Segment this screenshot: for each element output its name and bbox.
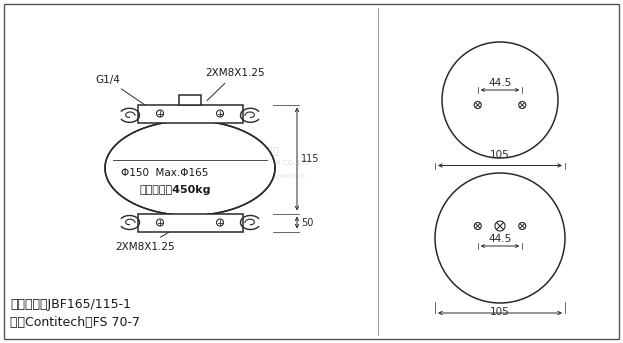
Circle shape (519, 102, 526, 108)
Circle shape (474, 102, 481, 108)
Circle shape (435, 173, 565, 303)
Circle shape (156, 110, 163, 117)
Text: 2XM8X1.25: 2XM8X1.25 (115, 230, 175, 251)
Circle shape (217, 110, 224, 117)
Text: 上海松夏减震器有限公司: 上海松夏减震器有限公司 (211, 145, 279, 155)
Text: 44.5: 44.5 (488, 234, 511, 244)
Polygon shape (179, 95, 201, 105)
Text: 产品型号：JBF165/115-1: 产品型号：JBF165/115-1 (10, 298, 131, 311)
Circle shape (519, 223, 526, 229)
Circle shape (495, 221, 505, 231)
Text: 105: 105 (490, 151, 510, 161)
Circle shape (442, 42, 558, 158)
Circle shape (156, 219, 163, 226)
Text: 联系电话:021-6155 011，QQ：1516483116: 联系电话:021-6155 011，QQ：1516483116 (186, 173, 305, 179)
Text: MATSONA SHOCK ABSORBER CO.,LTD: MATSONA SHOCK ABSORBER CO.,LTD (180, 160, 310, 166)
Polygon shape (138, 213, 242, 232)
Text: 2XM8X1.25: 2XM8X1.25 (205, 69, 265, 100)
Text: 50: 50 (301, 217, 313, 227)
Circle shape (217, 219, 224, 226)
Text: 105: 105 (490, 307, 510, 317)
Text: G1/4: G1/4 (95, 74, 155, 112)
PathPatch shape (105, 120, 275, 215)
Circle shape (474, 223, 481, 229)
Text: 最大承载：450kg: 最大承载：450kg (140, 185, 211, 195)
Text: 对应Contitech：FS 70-7: 对应Contitech：FS 70-7 (10, 316, 140, 329)
Text: 115: 115 (301, 154, 320, 164)
Polygon shape (138, 105, 242, 122)
Text: Φ150  Max.Φ165: Φ150 Max.Φ165 (121, 168, 209, 178)
Text: 44.5: 44.5 (488, 78, 511, 88)
